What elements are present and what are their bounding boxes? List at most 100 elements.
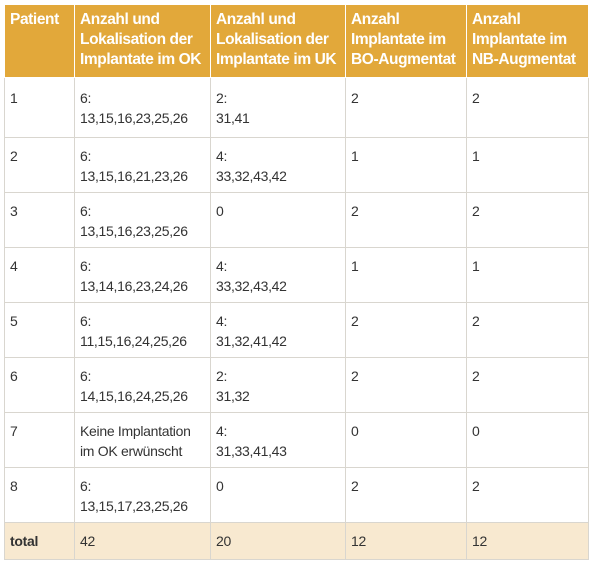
cell-line: 6: [80,148,92,164]
cell-bo: 2 [345,77,467,138]
header-line: Implantate im UK [216,51,337,68]
cell-nb: 0 [466,412,589,468]
header-line: NB-Augmentat [472,51,576,68]
cell-nb: 2 [466,77,589,138]
cell-patient: 1 [4,77,75,138]
cell-line: 4: [216,258,228,274]
cell-bo: 2 [345,302,467,358]
cell-line: 0 [216,203,224,219]
cell-line: 11,15,16,24,25,26 [80,333,187,349]
cell-line: 0 [216,478,224,494]
implant-table-container: Patient Anzahl und Lokalisation der Impl… [4,4,589,560]
cell-nb: 2 [466,302,589,358]
total-row: total 42 20 12 12 [4,522,589,560]
cell-uk: 2: 31,32 [210,357,346,413]
cell-bo: 1 [345,137,467,193]
cell-ok: 6: 13,15,16,23,25,26 [74,192,211,248]
cell-line: 2: [216,90,228,106]
cell-uk: 4: 33,32,43,42 [210,247,346,303]
total-bo: 12 [345,522,467,560]
table-row: 5 6: 11,15,16,24,25,26 4: 31,32,41,42 2 … [4,302,589,358]
cell-nb: 2 [466,467,589,523]
table-row: 8 6: 13,15,17,23,25,26 0 2 2 [4,467,589,523]
cell-uk: 4: 33,32,43,42 [210,137,346,193]
header-line: Anzahl und [80,11,160,28]
cell-bo: 2 [345,357,467,413]
cell-patient: 8 [4,467,75,523]
cell-line: 31,33,41,43 [216,443,287,459]
cell-line: 31,32,41,42 [216,333,287,349]
implant-table: Patient Anzahl und Lokalisation der Impl… [4,4,589,560]
header-line: Anzahl [351,11,400,28]
cell-bo: 2 [345,192,467,248]
header-bo-augmentat: Anzahl Implantate im BO-Augmentat [345,4,467,78]
cell-line: 31,32 [216,388,250,404]
cell-bo: 0 [345,412,467,468]
cell-uk: 4: 31,32,41,42 [210,302,346,358]
cell-line: 31,41 [216,110,250,126]
table-row: 2 6: 13,15,16,21,23,26 4: 33,32,43,42 1 … [4,137,589,193]
cell-line: 6: [80,313,92,329]
cell-patient: 3 [4,192,75,248]
cell-line: 6: [80,478,92,494]
header-line: Lokalisation der [216,31,329,48]
header-line: Anzahl [472,11,521,28]
cell-line: 13,15,16,21,23,26 [80,168,188,184]
header-line: Lokalisation der [80,31,193,48]
header-ok-implants: Anzahl und Lokalisation der Implantate i… [74,4,211,78]
header-line: Implantate im OK [80,51,202,68]
cell-line: 14,15,16,24,25,26 [80,388,188,404]
header-uk-implants: Anzahl und Lokalisation der Implantate i… [210,4,346,78]
cell-ok: 6: 13,15,16,23,25,26 [74,77,211,138]
cell-ok: 6: 11,15,16,24,25,26 [74,302,211,358]
cell-ok: 6: 13,14,16,23,24,26 [74,247,211,303]
cell-line: 4: [216,148,228,164]
cell-line: 6: [80,258,92,274]
cell-line: im OK erwünscht [80,443,183,459]
table-row: 1 6: 13,15,16,23,25,26 2: 31,41 2 2 [4,77,589,138]
header-line: BO-Augmentat [351,51,456,68]
cell-line: 13,15,16,23,25,26 [80,110,188,126]
cell-nb: 1 [466,247,589,303]
header-line: Patient [10,11,59,28]
cell-bo: 1 [345,247,467,303]
cell-nb: 2 [466,192,589,248]
cell-patient: 2 [4,137,75,193]
cell-patient: 4 [4,247,75,303]
cell-patient: 7 [4,412,75,468]
cell-uk: 0 [210,192,346,248]
total-ok: 42 [74,522,211,560]
cell-ok: Keine Implantation im OK erwünscht [74,412,211,468]
header-line: Implantate im [472,31,567,48]
cell-ok: 6: 13,15,17,23,25,26 [74,467,211,523]
cell-line: Keine Implantation [80,423,191,439]
cell-line: 33,32,43,42 [216,168,287,184]
cell-patient: 6 [4,357,75,413]
total-nb: 12 [466,522,589,560]
table-row: 3 6: 13,15,16,23,25,26 0 2 2 [4,192,589,248]
cell-bo: 2 [345,467,467,523]
cell-line: 2: [216,368,228,384]
cell-line: 4: [216,423,228,439]
cell-patient: 5 [4,302,75,358]
cell-ok: 6: 14,15,16,24,25,26 [74,357,211,413]
cell-nb: 2 [466,357,589,413]
cell-line: 6: [80,203,92,219]
cell-line: 4: [216,313,228,329]
cell-line: 13,15,17,23,25,26 [80,498,188,514]
header-line: Implantate im [351,31,446,48]
header-nb-augmentat: Anzahl Implantate im NB-Augmentat [466,4,589,78]
cell-nb: 1 [466,137,589,193]
table-row: 7 Keine Implantation im OK erwünscht 4: … [4,412,589,468]
cell-line: 6: [80,90,92,106]
total-uk: 20 [210,522,346,560]
table-header-row: Patient Anzahl und Lokalisation der Impl… [4,4,589,78]
cell-ok: 6: 13,15,16,21,23,26 [74,137,211,193]
header-line: Anzahl und [216,11,296,28]
cell-uk: 4: 31,33,41,43 [210,412,346,468]
cell-line: 33,32,43,42 [216,278,287,294]
table-row: 6 6: 14,15,16,24,25,26 2: 31,32 2 2 [4,357,589,413]
cell-line: 6: [80,368,92,384]
cell-uk: 2: 31,41 [210,77,346,138]
total-label: total [4,522,75,560]
